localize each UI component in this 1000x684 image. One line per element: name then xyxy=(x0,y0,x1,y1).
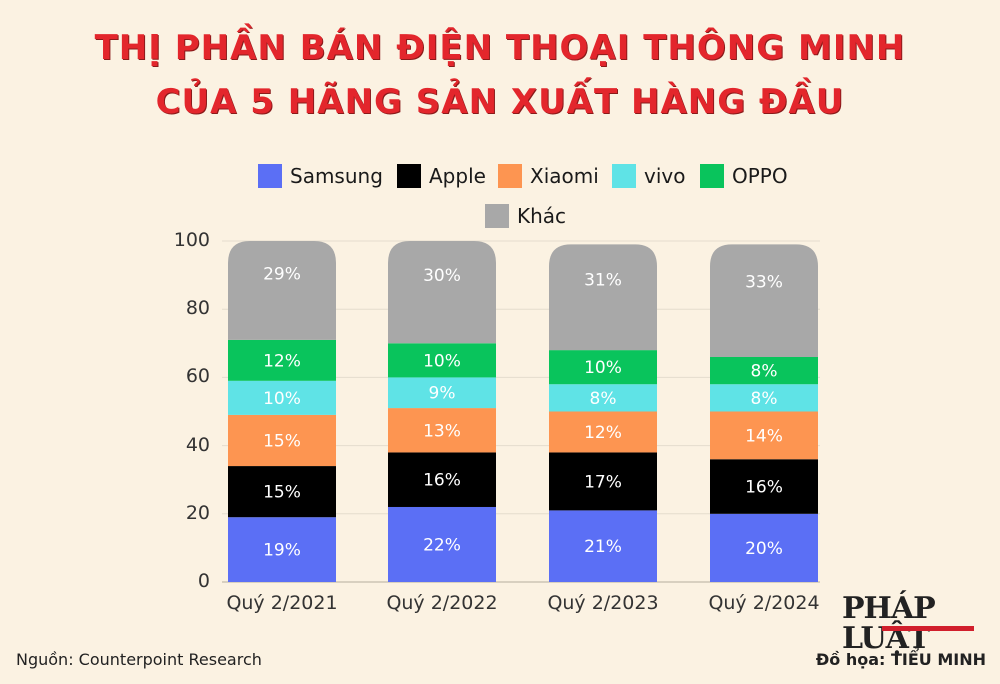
y-tick-label: 40 xyxy=(185,433,210,456)
bar-segment-apple xyxy=(388,452,496,507)
logo-bar xyxy=(882,626,974,631)
y-tick-label: 60 xyxy=(185,365,210,388)
bar-segment-samsung xyxy=(549,510,657,582)
legend-label: Xiaomi xyxy=(530,164,599,188)
data-label: 29% xyxy=(263,265,301,285)
legend-swatch xyxy=(485,204,509,228)
data-label: 21% xyxy=(584,537,622,557)
legend-item-apple: Apple xyxy=(397,164,486,188)
bar-segment-xiaomi xyxy=(388,408,496,453)
data-label: 15% xyxy=(263,483,301,503)
bar-segment-apple xyxy=(710,459,818,514)
bar-segment-apple xyxy=(228,466,336,518)
bar-segment-khác xyxy=(549,244,657,351)
data-label: 16% xyxy=(745,478,783,498)
credit-label: Đồ họa: xyxy=(815,650,886,669)
y-tick-label: 80 xyxy=(185,297,210,320)
legend-item-vivo: vivo xyxy=(612,164,685,188)
legend-item-khác: Khác xyxy=(485,204,566,228)
bar-segment-samsung xyxy=(710,513,818,582)
bar-segment-vivo xyxy=(388,377,496,409)
legend-item-oppo: OPPO xyxy=(700,164,788,188)
bar-segment-oppo xyxy=(388,343,496,378)
bar-segment-vivo xyxy=(710,384,818,412)
data-label: 16% xyxy=(423,471,461,491)
bar-segment-xiaomi xyxy=(549,411,657,453)
bar-segment-xiaomi xyxy=(228,414,336,467)
data-label: 14% xyxy=(745,426,783,446)
legend-label: Samsung xyxy=(290,164,383,188)
bar-segment-xiaomi xyxy=(710,411,818,460)
data-label: 15% xyxy=(263,431,301,451)
data-label: 8% xyxy=(751,389,778,409)
data-label: 22% xyxy=(423,535,461,555)
data-label: 30% xyxy=(423,266,461,286)
y-tick-label: 100 xyxy=(173,229,210,251)
y-tick-label: 20 xyxy=(185,501,210,524)
data-label: 20% xyxy=(745,539,783,559)
data-label: 33% xyxy=(745,273,783,293)
chart-title-line-1: THỊ PHẦN BÁN ĐIỆN THOẠI THÔNG MINH xyxy=(94,28,906,68)
bar-segment-vivo xyxy=(549,384,657,412)
x-tick-label: Quý 2/2024 xyxy=(708,592,820,614)
graphics-credit: Đồ họa: TIỂU MINH xyxy=(816,650,986,669)
legend-swatch xyxy=(498,164,522,188)
data-label: 8% xyxy=(590,389,617,409)
bar-segment-oppo xyxy=(228,339,336,381)
x-tick-label: Quý 2/2022 xyxy=(386,592,498,614)
data-label: 19% xyxy=(263,541,301,561)
logo: PHÁP LUẬT xyxy=(842,594,977,654)
data-label: 12% xyxy=(584,423,622,443)
logo-text: PHÁP LUẬT xyxy=(842,591,936,656)
data-label: 12% xyxy=(263,351,301,371)
chart-title-line-2: CỦA 5 HÃNG SẢN XUẤT HÀNG ĐẦU xyxy=(155,82,845,122)
bar-segment-oppo xyxy=(710,356,818,385)
legend-label: Apple xyxy=(429,164,486,188)
data-label: 9% xyxy=(429,384,456,404)
legend-label: Khác xyxy=(517,204,567,228)
y-tick-label: 0 xyxy=(197,570,210,592)
bar-segment-samsung xyxy=(388,506,496,582)
legend-label: vivo xyxy=(644,164,686,188)
source-note: Nguồn: Counterpoint Research xyxy=(16,650,262,669)
legend-item-xiaomi: Xiaomi xyxy=(498,164,599,188)
bar-segment-apple xyxy=(549,452,657,511)
legend-swatch xyxy=(612,164,636,188)
data-label: 10% xyxy=(423,351,461,371)
bar-segment-khác xyxy=(388,241,496,344)
bar-segment-oppo xyxy=(549,350,657,385)
legend-swatch xyxy=(258,164,282,188)
data-label: 10% xyxy=(584,358,622,378)
x-tick-label: Quý 2/2021 xyxy=(226,592,338,614)
bar-segment-khác xyxy=(228,241,336,340)
x-tick-label: Quý 2/2023 xyxy=(547,592,659,614)
bar-segment-khác xyxy=(710,244,818,357)
data-label: 17% xyxy=(584,472,622,492)
data-label: 10% xyxy=(263,389,301,409)
bar-segment-samsung xyxy=(228,517,336,582)
data-label: 31% xyxy=(584,270,622,290)
legend-item-samsung: Samsung xyxy=(258,164,383,188)
data-label: 8% xyxy=(751,362,778,382)
data-label: 13% xyxy=(423,421,461,441)
credit-name: TIỂU MINH xyxy=(890,650,986,669)
legend-label: OPPO xyxy=(732,164,788,188)
bar-segment-vivo xyxy=(228,380,336,415)
legend-swatch xyxy=(700,164,724,188)
legend-swatch xyxy=(397,164,421,188)
